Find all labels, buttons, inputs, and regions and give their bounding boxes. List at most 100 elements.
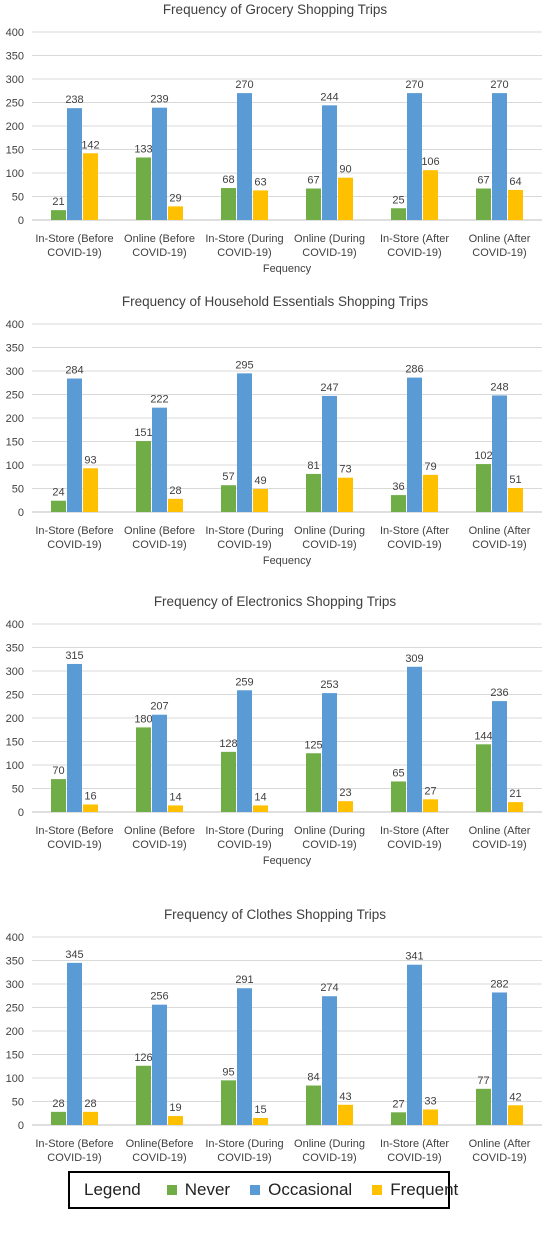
bar-never <box>391 208 406 220</box>
y-tick-label: 300 <box>6 74 24 86</box>
category-label: In-Store (Before <box>35 1138 113 1150</box>
bar-never <box>51 500 66 512</box>
bar-occasional <box>237 690 252 812</box>
bar-frequent <box>423 474 438 512</box>
data-label: 65 <box>392 767 404 779</box>
category-label: COVID-19) <box>132 1152 186 1164</box>
data-label: 144 <box>474 730 492 742</box>
data-label: 14 <box>254 791 266 803</box>
category-label: COVID-19) <box>302 539 356 551</box>
bar-never <box>221 751 236 812</box>
data-label: 239 <box>150 94 168 106</box>
y-tick-label: 100 <box>6 760 24 772</box>
bar-never <box>391 495 406 512</box>
category-label: COVID-19) <box>472 1152 526 1164</box>
data-label: 51 <box>509 474 521 486</box>
data-label: 128 <box>219 738 237 750</box>
y-tick-label: 100 <box>6 168 24 180</box>
data-label: 315 <box>65 650 83 662</box>
bar-frequent <box>508 488 523 512</box>
bar-occasional <box>237 988 252 1125</box>
category-label: Online (During <box>294 233 365 245</box>
data-label: 286 <box>405 364 423 376</box>
category-label: In-Store (During <box>205 825 283 837</box>
data-label: 102 <box>474 450 492 462</box>
bar-occasional <box>407 377 422 512</box>
category-label: Online (Before <box>124 233 195 245</box>
bar-frequent <box>83 804 98 812</box>
legend-label-occasional: Occasional <box>268 1180 353 1199</box>
bar-occasional <box>322 996 337 1125</box>
bar-never <box>306 188 321 220</box>
bar-never <box>51 779 66 812</box>
bar-frequent <box>338 1104 353 1125</box>
x-axis-label: Fequency <box>263 555 312 567</box>
category-label: COVID-19) <box>387 539 441 551</box>
bar-frequent <box>508 802 523 812</box>
category-label: In-Store (After <box>380 1138 449 1150</box>
category-label: COVID-19) <box>132 247 186 259</box>
bar-never <box>306 1085 321 1125</box>
bar-frequent <box>83 153 98 220</box>
data-label: 19 <box>169 1102 181 1114</box>
legend-swatch-occasional <box>250 1185 261 1195</box>
data-label: 33 <box>424 1095 436 1107</box>
y-tick-label: 0 <box>18 507 24 519</box>
bar-frequent <box>168 206 183 220</box>
bar-frequent <box>253 190 268 220</box>
data-label: 29 <box>169 192 181 204</box>
y-tick-label: 400 <box>6 319 24 331</box>
y-tick-label: 250 <box>6 98 24 110</box>
legend-item-frequent: Frequent <box>372 1180 458 1200</box>
data-label: 244 <box>320 91 338 103</box>
bar-frequent <box>253 488 268 512</box>
y-tick-label: 150 <box>6 1050 24 1062</box>
data-label: 95 <box>222 1066 234 1078</box>
category-label: In-Store (Before <box>35 233 113 245</box>
category-label: Online (During <box>294 525 365 537</box>
bar-occasional <box>152 407 167 512</box>
bar-frequent <box>508 189 523 220</box>
data-label: 238 <box>65 94 83 106</box>
category-label: COVID-19) <box>217 247 271 259</box>
bar-frequent <box>338 177 353 220</box>
category-label: COVID-19) <box>132 839 186 851</box>
bar-never <box>136 441 151 512</box>
bar-occasional <box>152 714 167 812</box>
bar-occasional <box>322 395 337 512</box>
y-tick-label: 350 <box>6 643 24 655</box>
data-label: 248 <box>490 381 508 393</box>
data-label: 67 <box>477 175 489 187</box>
legend-item-never: Never <box>166 1180 230 1200</box>
y-tick-label: 150 <box>6 737 24 749</box>
chart-title: Frequency of Grocery Shopping Trips <box>163 2 388 17</box>
data-label: 24 <box>52 487 64 499</box>
bar-frequent <box>338 801 353 812</box>
bar-frequent <box>168 498 183 512</box>
chart-title: Frequency of Electronics Shopping Trips <box>154 594 397 609</box>
bar-never <box>136 157 151 220</box>
category-label: Online (After <box>469 1138 531 1150</box>
data-label: 81 <box>307 460 319 472</box>
data-label: 270 <box>405 79 423 91</box>
y-tick-label: 250 <box>6 1003 24 1015</box>
y-tick-label: 100 <box>6 460 24 472</box>
bar-occasional <box>322 105 337 220</box>
y-tick-label: 0 <box>18 807 24 819</box>
category-label: COVID-19) <box>387 1152 441 1164</box>
data-label: 36 <box>392 481 404 493</box>
legend-swatch-never <box>166 1185 177 1195</box>
data-label: 70 <box>52 765 64 777</box>
data-label: 73 <box>339 464 351 476</box>
bar-never <box>51 210 66 220</box>
data-label: 57 <box>222 471 234 483</box>
data-label: 28 <box>84 1098 96 1110</box>
data-label: 27 <box>424 785 436 797</box>
y-tick-label: 150 <box>6 437 24 449</box>
bar-occasional <box>67 378 82 512</box>
bar-occasional <box>407 666 422 812</box>
category-label: COVID-19) <box>217 539 271 551</box>
chart-title: Frequency of Clothes Shopping Trips <box>164 907 386 922</box>
charts-canvas: Frequency of Grocery Shopping Trips 0 50 10… <box>6 2 542 1164</box>
bar-never <box>221 188 236 220</box>
